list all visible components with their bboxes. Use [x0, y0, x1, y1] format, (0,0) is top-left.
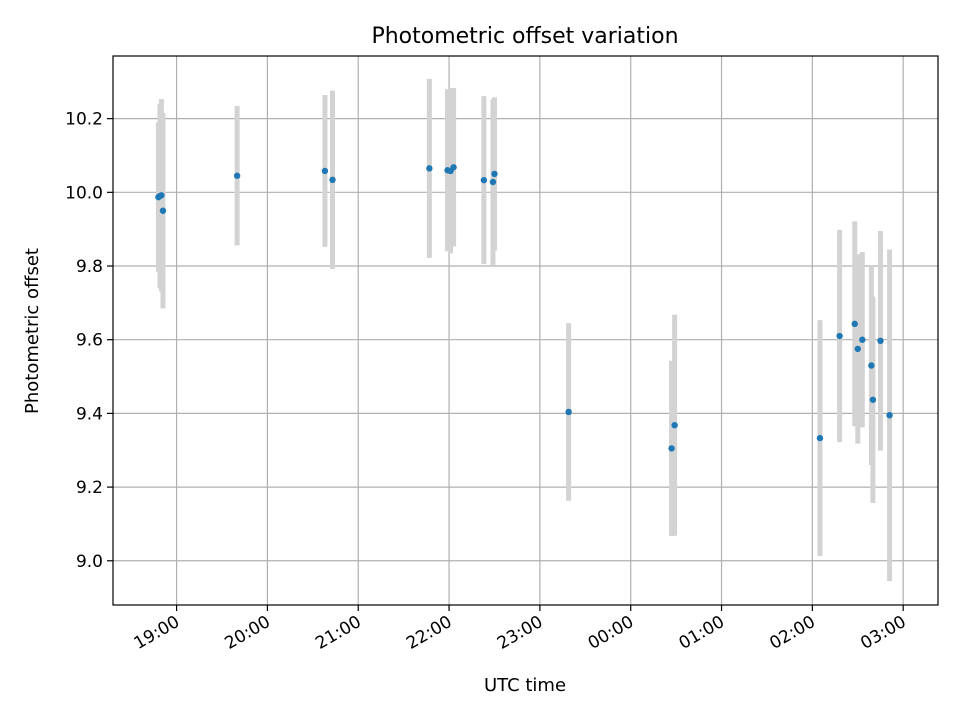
y-tick-label: 9.6: [76, 331, 103, 351]
data-point: [329, 176, 336, 184]
data-point: [565, 408, 572, 416]
plot-frame: [112, 55, 939, 606]
data-point: [491, 170, 498, 178]
data-point: [671, 421, 678, 429]
x-axis-label: UTC time: [484, 675, 566, 696]
data-point: [877, 337, 884, 345]
data-point: [233, 172, 241, 179]
data-point: [868, 362, 875, 369]
data-point: [158, 192, 165, 199]
data-point: [489, 178, 497, 186]
y-tick-label: 9.2: [76, 478, 103, 498]
y-tick-label: 10.0: [65, 183, 103, 203]
data-point: [159, 207, 167, 214]
data-point: [854, 345, 861, 353]
y-tick-label: 9.8: [76, 257, 103, 277]
chart-title: Photometric offset variation: [371, 24, 678, 49]
data-point: [859, 336, 866, 343]
y-tick-label: 9.4: [76, 404, 103, 424]
data-points: [155, 164, 893, 452]
data-point: [816, 434, 824, 442]
data-point: [450, 164, 457, 171]
data-point: [886, 412, 893, 419]
data-point: [321, 167, 329, 175]
data-point: [426, 165, 433, 172]
y-axis-ticks: 9.0 9.2 9.4 9.6 9.8 10.0 10.2: [65, 110, 113, 572]
data-point: [480, 176, 488, 184]
y-axis-label: Photometric offset: [22, 248, 43, 414]
data-point: [851, 320, 858, 328]
plot-area: [113, 56, 938, 605]
data-point: [869, 396, 877, 403]
y-tick-label: 10.2: [65, 110, 103, 130]
data-point: [836, 332, 843, 340]
data-point: [668, 445, 675, 452]
grid: [113, 56, 938, 605]
y-tick-label: 9.0: [76, 552, 103, 572]
